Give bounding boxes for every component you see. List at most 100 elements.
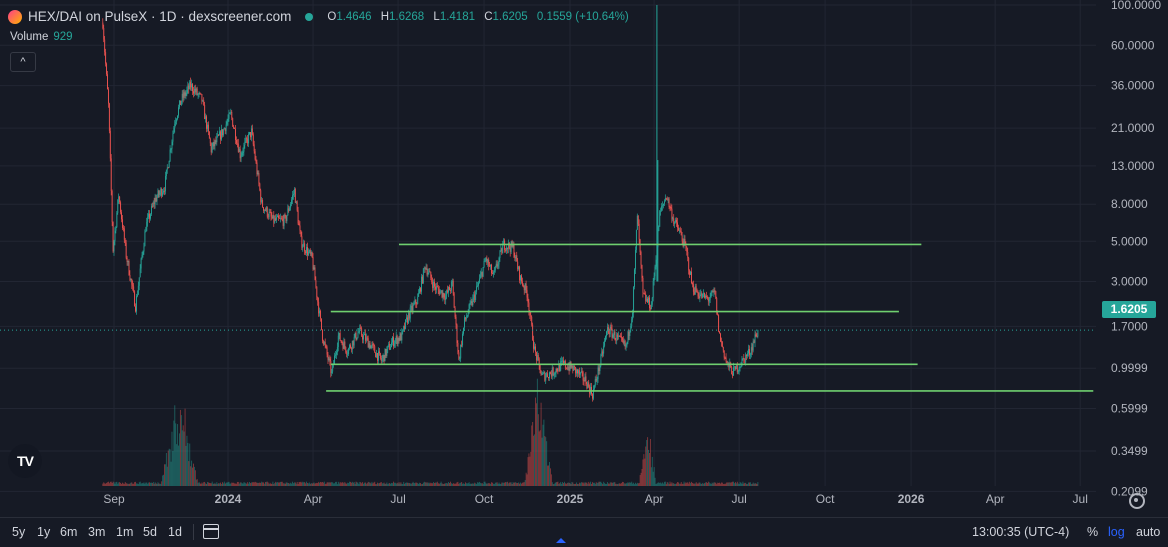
volume-bar-94 [190,466,192,486]
range-6m-button[interactable]: 6m [60,525,78,539]
candle-body-222 [309,250,311,254]
candle-body-265 [350,345,351,348]
candle-body-291 [374,346,376,353]
volume-bar-146 [238,483,240,486]
volume-bar-311 [392,481,394,486]
volume-bar-192 [281,481,283,486]
volume-bar-170 [261,481,263,486]
volume-bar-570 [635,482,636,486]
candle-body-157 [249,132,250,135]
candle-body-588 [651,297,653,305]
candle-body-568 [633,286,635,313]
candle-body-682 [739,366,741,368]
volume-bar-599 [662,482,664,486]
candle-body-263 [348,348,350,355]
candle-body-159 [250,128,252,138]
volume-bar-529 [596,483,598,486]
volume-bar-611 [673,483,675,486]
volume-bar-380 [457,481,459,486]
volume-bar-9 [110,481,112,486]
candle-body-2 [104,39,106,53]
candle-body-689 [746,354,748,357]
candle-body-262 [347,354,349,355]
candle-body-627 [688,257,690,271]
volume-bar-462 [534,434,535,486]
candle-body-413 [488,259,490,266]
candle-body-526 [593,385,595,389]
volume-bar-56 [154,482,156,486]
volume-bar-74 [171,431,173,486]
candle-body-623 [684,238,686,244]
volume-bar-350 [429,483,431,486]
volume-bar-2 [104,483,106,486]
volume-bar-630 [691,481,692,486]
volume-bar-661 [720,483,721,486]
volume-bar-134 [227,482,229,486]
clock-time[interactable]: 13:00:35 (UTC-4) [972,525,1070,539]
volume-bar-89 [185,445,187,486]
candle-body-349 [428,271,430,274]
volume-bar-115 [209,483,211,486]
volume-bar-458 [530,451,532,486]
candle-body-118 [212,142,214,147]
volume-bar-414 [489,483,491,486]
range-5d-button[interactable]: 5d [143,525,157,539]
range-1d-button[interactable]: 1d [168,525,182,539]
range-3m-button[interactable]: 3m [88,525,106,539]
candle-body-634 [694,286,696,295]
candle-body-238 [324,342,326,346]
volume-bar-427 [501,482,503,486]
volume-bar-584 [648,449,649,486]
candle-body-328 [408,312,410,319]
scroll-caret-icon[interactable] [556,538,566,543]
volume-bar-351 [430,482,432,486]
volume-bar-181 [271,483,273,486]
volume-bar-417 [492,482,493,486]
candle-body-336 [416,303,418,305]
volume-label: Volume [10,31,49,43]
candle-body-493 [563,360,564,364]
volume-bar-295 [378,483,379,486]
volume-bar-613 [675,483,677,486]
log-scale-button[interactable]: log [1108,525,1125,539]
range-5y-button[interactable]: 5y [12,525,26,539]
candle-body-479 [549,372,551,374]
calendar-range-icon[interactable] [203,524,219,539]
volume-bar-659 [718,482,720,486]
candle-body-348 [427,273,429,275]
volume-bar-119 [213,483,215,486]
candle-body-258 [343,341,345,349]
volume-bar-307 [389,483,391,486]
range-1m-button[interactable]: 1m [116,525,134,539]
candle-body-357 [435,286,437,290]
volume-bar-368 [446,482,448,486]
auto-scale-button[interactable]: auto [1136,525,1161,539]
volume-bar-440 [513,482,515,486]
candle-body-218 [306,247,307,254]
percent-scale-button[interactable]: % [1087,525,1099,539]
candle-body-187 [277,215,279,218]
volume-bar-128 [221,482,223,486]
volume-bar-412 [487,483,489,486]
volume-bar-598 [661,483,663,486]
volume-bar-312 [393,482,395,486]
gear-icon[interactable] [1129,493,1145,509]
range-1y-button[interactable]: 1y [37,525,51,539]
collapse-legend-button[interactable]: ^ [10,52,36,72]
volume-bar-464 [535,403,537,486]
candle-body-700 [756,335,758,337]
volume-bar-421 [495,482,497,486]
volume-bar-564 [629,482,631,486]
candle-body-580 [644,293,646,295]
volume-bar-274 [358,484,360,486]
volume-bar-105 [200,484,202,486]
candle-body-498 [567,366,569,370]
candle-body-472 [543,372,545,374]
volume-bar-247 [333,483,335,486]
candle-body-699 [755,334,757,336]
candle-body-316 [397,337,399,344]
candle-body-551 [617,334,619,337]
candle-body-52 [150,206,152,215]
tradingview-logo-icon[interactable]: TV [8,444,42,478]
